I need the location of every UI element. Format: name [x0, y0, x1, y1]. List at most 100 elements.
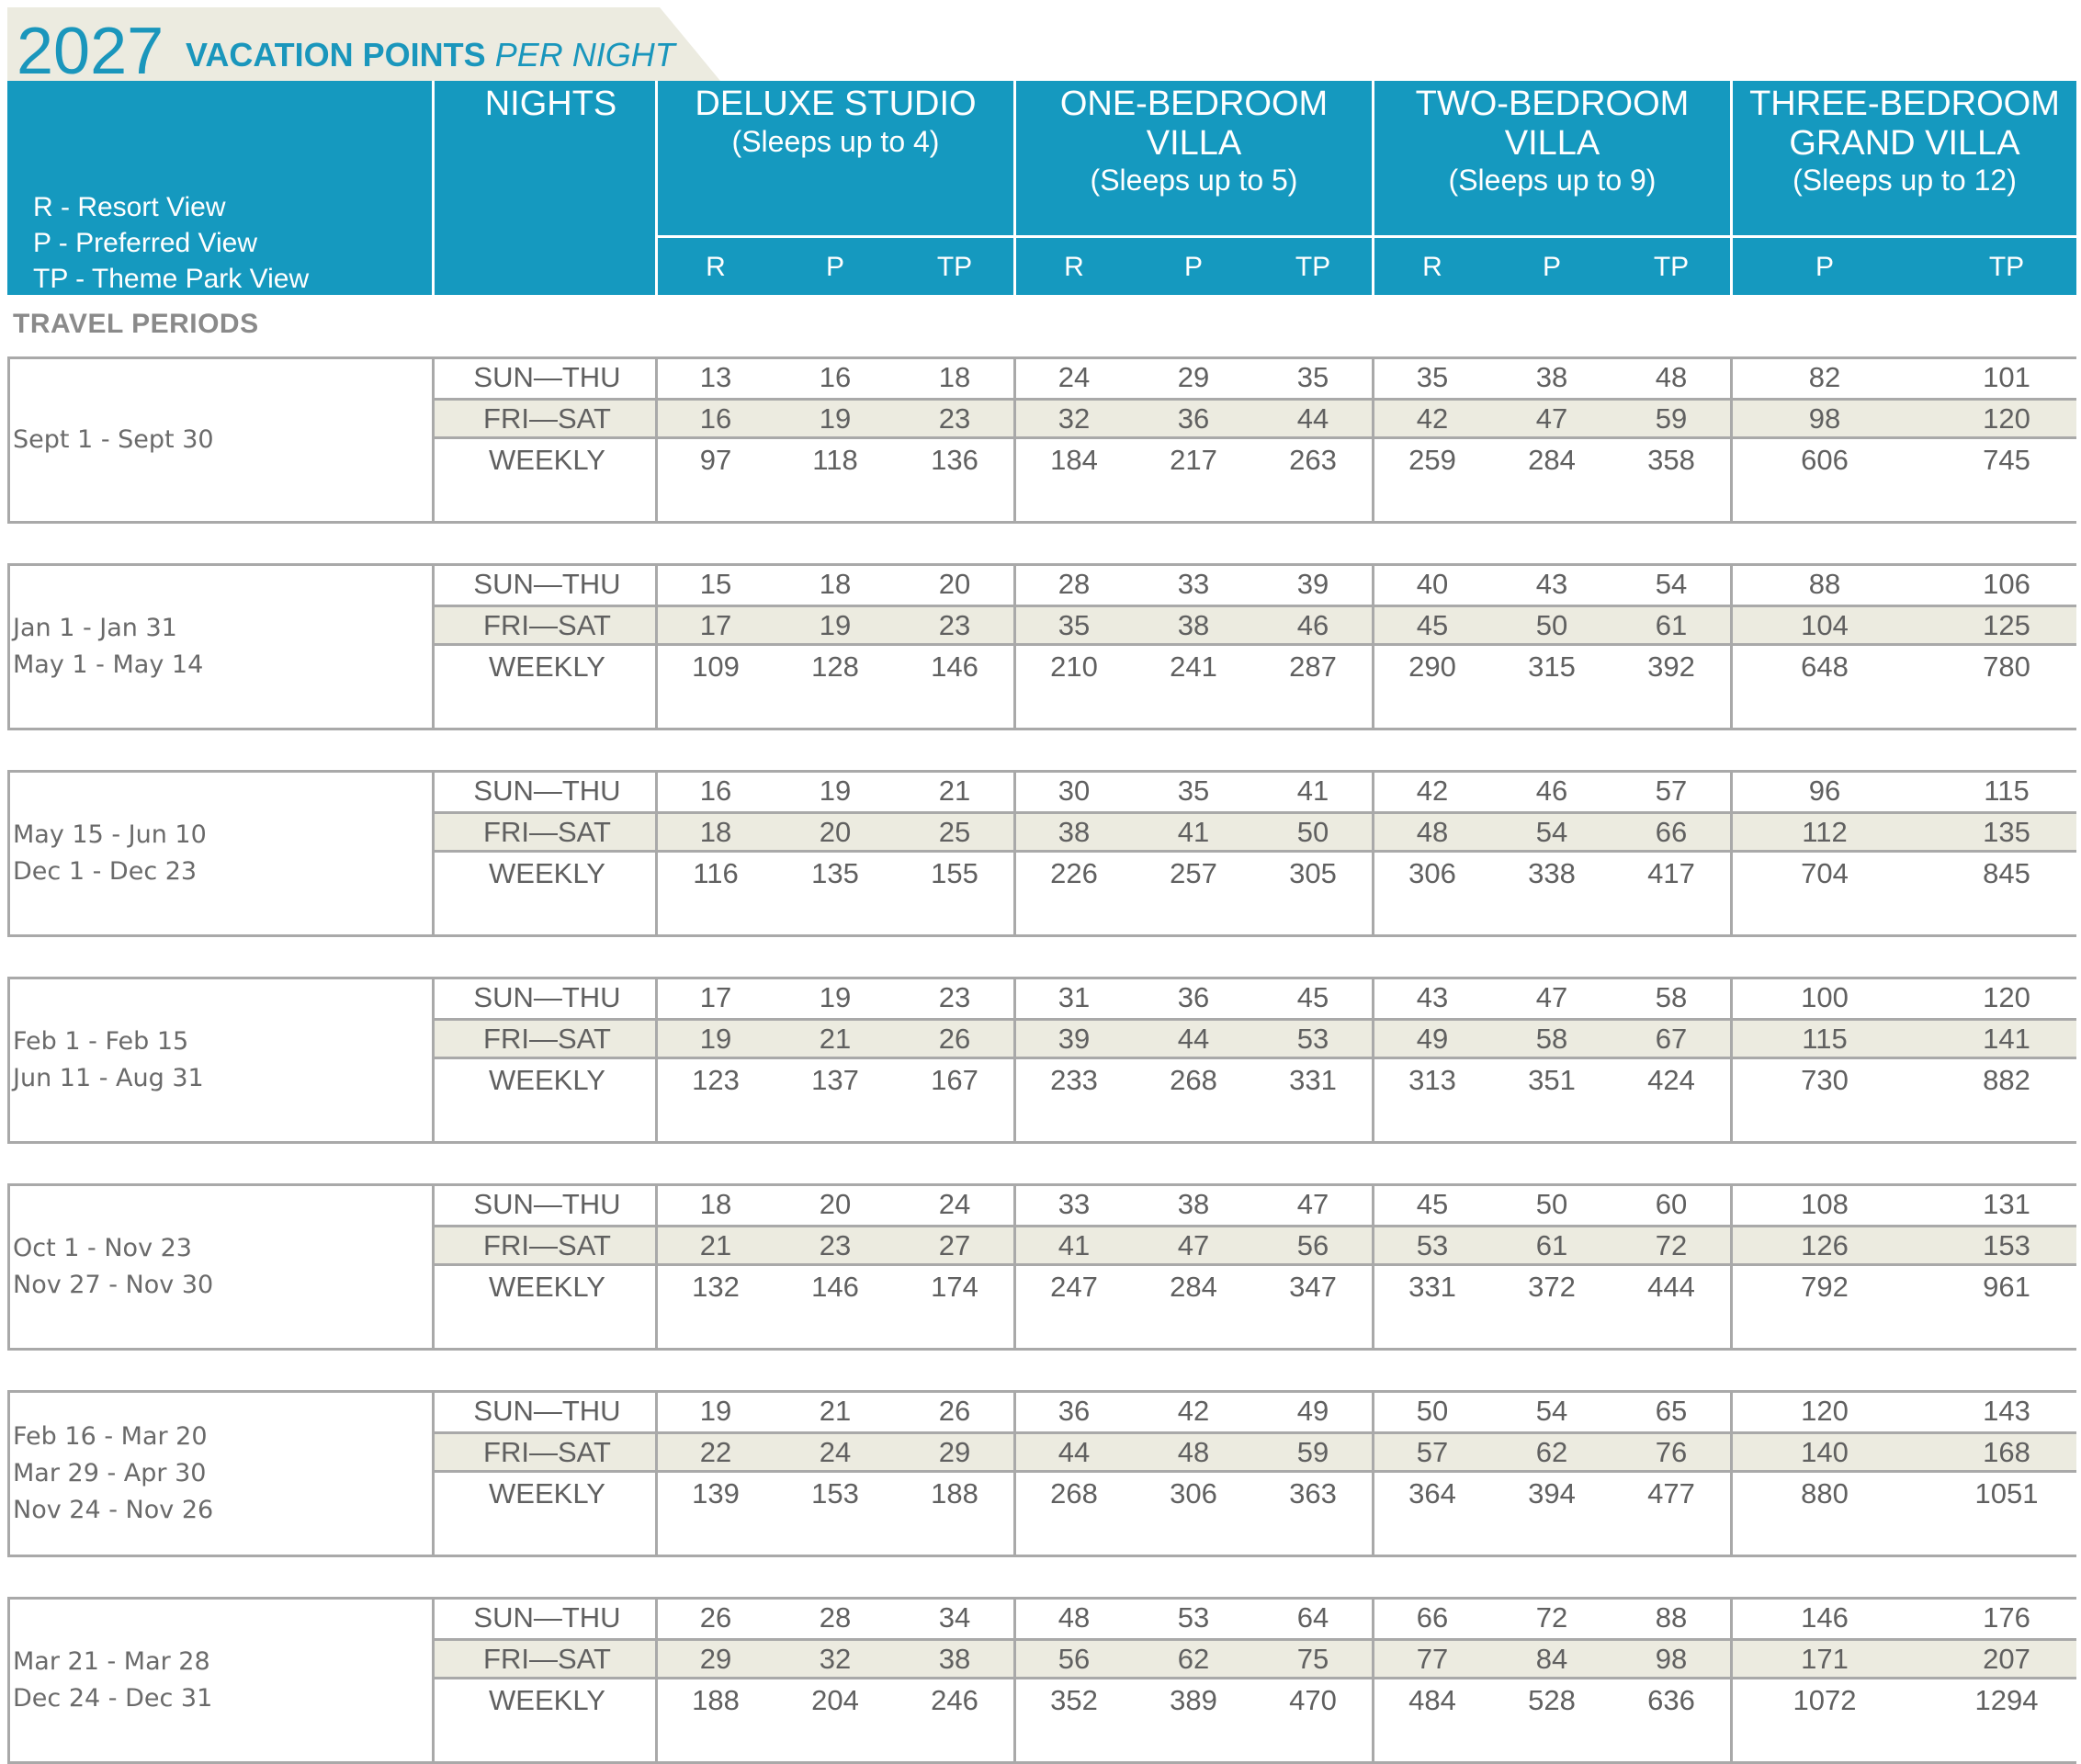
points-cell-1br-r-weekly: 352	[1050, 1684, 1098, 1716]
points-cell-2br-p-weekly: 284	[1528, 444, 1576, 476]
points-cell-studio-p-fri-sat: 24	[819, 1436, 852, 1468]
points-cell-3br-tp-fri-sat: 207	[1983, 1643, 2030, 1675]
points-cell-1br-tp-sun-thu: 35	[1296, 361, 1329, 393]
points-cell-studio-r-fri-sat: 19	[699, 1023, 732, 1055]
travel-period-label: Nov 24 - Nov 26	[13, 1496, 214, 1524]
points-cell-3br-tp-fri-sat: 141	[1983, 1023, 2030, 1055]
points-cell-3br-p-sun-thu: 108	[1801, 1188, 1849, 1220]
column-divider	[655, 356, 658, 524]
points-cell-studio-r-sun-thu: 26	[699, 1601, 732, 1634]
travel-period-label: Sept 1 - Sept 30	[13, 425, 214, 454]
travel-period-block: Feb 16 - Mar 20 Mar 29 - Apr 30 Nov 24 - N…	[7, 1390, 2076, 1557]
unit-sleeps: (Sleeps up to 9)	[1448, 164, 1657, 197]
block-border	[7, 1390, 2076, 1557]
nights-label-sun-thu: SUN—THU	[473, 1395, 621, 1427]
view-code: R	[706, 252, 726, 282]
points-cell-2br-p-weekly: 338	[1528, 857, 1576, 889]
points-cell-1br-tp-fri-sat: 75	[1296, 1643, 1329, 1675]
points-cell-2br-p-fri-sat: 47	[1535, 402, 1568, 435]
points-cell-1br-p-sun-thu: 29	[1177, 361, 1210, 393]
points-cell-studio-r-weekly: 97	[699, 444, 732, 476]
column-divider	[1013, 356, 1016, 524]
points-cell-1br-tp-fri-sat: 46	[1296, 609, 1329, 641]
points-cell-studio-r-fri-sat: 29	[699, 1643, 732, 1675]
points-cell-studio-tp-fri-sat: 25	[938, 816, 971, 848]
points-cell-studio-p-weekly: 146	[811, 1271, 859, 1303]
points-cell-2br-tp-weekly: 417	[1647, 857, 1695, 889]
points-cell-studio-p-fri-sat: 19	[819, 402, 852, 435]
points-cell-1br-p-fri-sat: 41	[1177, 816, 1210, 848]
title-tab: 2027 VACATION POINTS PER NIGHT	[0, 7, 726, 88]
fri-sat-row-band	[432, 1431, 2076, 1473]
points-cell-1br-p-fri-sat: 36	[1177, 402, 1210, 435]
view-code: TP	[1988, 252, 2025, 282]
points-cell-studio-r-sun-thu: 15	[699, 568, 732, 600]
points-cell-2br-tp-weekly: 358	[1647, 444, 1695, 476]
points-cell-1br-tp-fri-sat: 50	[1296, 816, 1329, 848]
nights-label-sun-thu: SUN—THU	[473, 1188, 621, 1220]
points-cell-2br-p-fri-sat: 61	[1535, 1229, 1568, 1261]
points-cell-studio-tp-fri-sat: 23	[938, 609, 971, 641]
points-cell-1br-p-sun-thu: 35	[1177, 775, 1210, 807]
points-cell-1br-p-fri-sat: 38	[1177, 609, 1210, 641]
points-cell-2br-r-sun-thu: 50	[1416, 1395, 1449, 1427]
points-cell-2br-tp-weekly: 636	[1647, 1684, 1695, 1716]
points-cell-2br-tp-sun-thu: 54	[1655, 568, 1688, 600]
view-code: TP	[1295, 252, 1331, 282]
nights-label-sun-thu: SUN—THU	[473, 981, 621, 1013]
points-cell-2br-tp-sun-thu: 65	[1655, 1395, 1688, 1427]
points-cell-1br-p-fri-sat: 48	[1177, 1436, 1210, 1468]
points-cell-3br-p-weekly: 880	[1801, 1477, 1849, 1510]
points-cell-1br-r-weekly: 247	[1050, 1271, 1098, 1303]
nights-label-weekly: WEEKLY	[489, 1271, 605, 1303]
unit-header-two-bedroom: TWO-BEDROOM VILLA (Sleeps up to 9)	[1374, 81, 1730, 295]
fri-sat-row-band	[432, 1638, 2076, 1679]
unit-header-one-bedroom: ONE-BEDROOM VILLA (Sleeps up to 5)	[1016, 81, 1372, 295]
points-cell-2br-tp-weekly: 424	[1647, 1064, 1695, 1096]
points-cell-2br-tp-sun-thu: 57	[1655, 775, 1688, 807]
points-cell-studio-r-fri-sat: 16	[699, 402, 732, 435]
block-border	[7, 977, 2076, 1144]
points-cell-3br-tp-weekly: 780	[1983, 650, 2030, 683]
points-cell-studio-tp-sun-thu: 34	[938, 1601, 971, 1634]
travel-period-label: Jun 11 - Aug 31	[13, 1064, 204, 1092]
column-divider	[1013, 1390, 1016, 1557]
points-cell-studio-tp-weekly: 155	[931, 857, 978, 889]
points-cell-3br-p-weekly: 792	[1801, 1271, 1849, 1303]
block-border	[7, 356, 2076, 524]
view-code: P	[1542, 252, 1561, 282]
points-cell-studio-p-fri-sat: 32	[819, 1643, 852, 1675]
unit-header-three-bedroom: THREE-BEDROOM GRAND VILLA (Sleeps up to …	[1733, 81, 2076, 295]
points-cell-2br-tp-sun-thu: 58	[1655, 981, 1688, 1013]
points-cell-2br-p-fri-sat: 50	[1535, 609, 1568, 641]
points-cell-1br-tp-weekly: 305	[1289, 857, 1337, 889]
fri-sat-row-band	[432, 1018, 2076, 1059]
travel-period-label: Oct 1 - Nov 23	[13, 1234, 192, 1262]
points-cell-3br-p-fri-sat: 171	[1801, 1643, 1849, 1675]
column-divider	[1372, 770, 1374, 937]
column-divider	[1730, 1183, 1733, 1351]
unit-sleeps: (Sleeps up to 5)	[1090, 164, 1298, 197]
points-cell-1br-r-fri-sat: 32	[1057, 402, 1091, 435]
block-border	[7, 563, 2076, 730]
points-cell-studio-tp-fri-sat: 26	[938, 1023, 971, 1055]
points-cell-2br-r-sun-thu: 35	[1416, 361, 1449, 393]
points-cell-3br-p-weekly: 1072	[1793, 1684, 1857, 1716]
column-divider	[432, 1597, 435, 1764]
points-cell-2br-p-fri-sat: 62	[1535, 1436, 1568, 1468]
points-cell-3br-p-sun-thu: 88	[1808, 568, 1841, 600]
points-cell-3br-p-fri-sat: 98	[1808, 402, 1841, 435]
points-cell-1br-p-sun-thu: 53	[1177, 1601, 1210, 1634]
points-cell-1br-p-weekly: 241	[1170, 650, 1217, 683]
points-cell-3br-p-weekly: 606	[1801, 444, 1849, 476]
unit-name: ONE-BEDROOM VILLA	[1016, 85, 1372, 164]
points-cell-1br-p-weekly: 389	[1170, 1684, 1217, 1716]
travel-period-label: Mar 21 - Mar 28	[13, 1647, 210, 1676]
points-cell-studio-tp-weekly: 136	[931, 444, 978, 476]
points-cell-2br-p-weekly: 315	[1528, 650, 1576, 683]
points-cell-3br-p-sun-thu: 96	[1808, 775, 1841, 807]
travel-period-block: May 15 - Jun 10 Dec 1 - Dec 23 SUN—THU 16 19…	[7, 770, 2076, 937]
points-cell-1br-r-fri-sat: 41	[1057, 1229, 1091, 1261]
title-bold-text: VACATION POINTS	[186, 36, 486, 74]
points-cell-2br-r-fri-sat: 57	[1416, 1436, 1449, 1468]
